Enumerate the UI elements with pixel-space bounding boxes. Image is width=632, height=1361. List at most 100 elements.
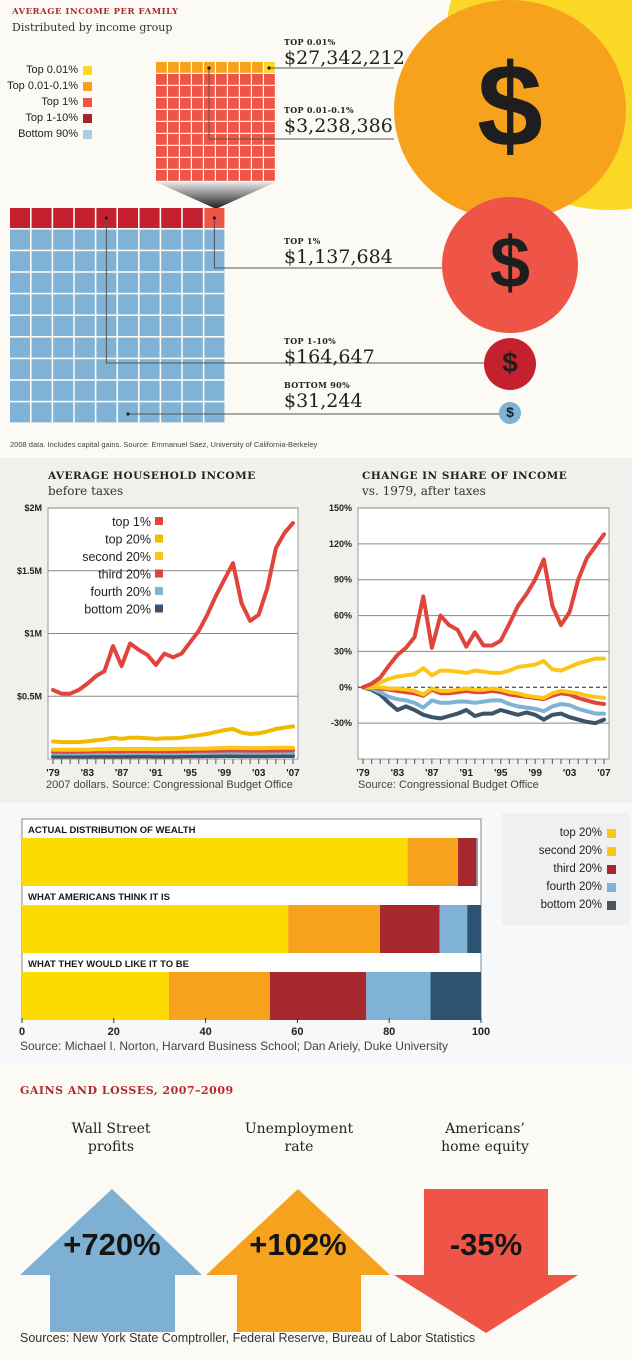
waffle-cell xyxy=(118,208,138,228)
group-kicker: TOP 1% xyxy=(284,236,321,246)
waffle-cell xyxy=(216,122,227,133)
metric-label: Americans’ home equity xyxy=(441,1121,529,1155)
waffle-cell xyxy=(252,110,263,121)
waffle-cell xyxy=(10,294,30,315)
income-legend: Top 0.01% Top 0.01-0.1% Top 1% Top 1-10%… xyxy=(0,64,92,144)
x-tick-label: 0 xyxy=(19,1026,25,1038)
waffle-cell xyxy=(204,337,225,358)
waffle-cell xyxy=(74,294,95,315)
waffle-cell xyxy=(74,229,95,250)
x-tick-label: '91 xyxy=(149,768,163,779)
waffle-cell xyxy=(156,170,167,181)
legend-label: fourth 20% xyxy=(546,881,602,893)
legend-swatch xyxy=(155,604,163,613)
top-1-circle: $ xyxy=(442,197,578,333)
waffle-cell xyxy=(156,122,167,133)
y-tick-label: 0% xyxy=(339,682,352,692)
waffle-cell xyxy=(10,316,30,336)
legend-label: top 20% xyxy=(105,533,151,547)
waffle-cell xyxy=(182,208,203,228)
legend-swatch xyxy=(83,81,92,91)
legend-item: top 20% xyxy=(560,827,616,839)
waffle-cell xyxy=(161,337,182,358)
category-label: WHAT AMERICANS THINK IT IS xyxy=(28,892,170,903)
waffle-cell xyxy=(118,402,138,423)
y-tick-label: -30% xyxy=(331,718,352,728)
legend-label: third 20% xyxy=(553,863,602,875)
waffle-cell xyxy=(118,272,138,293)
income-per-family-panel: $ $ $ $ AVERAGE INCOME PER FAMILY Distri… xyxy=(0,0,632,458)
legend-swatch xyxy=(607,900,616,910)
group-label-top-1-10: TOP 1-10% $164,647 xyxy=(284,336,375,368)
waffle-grids xyxy=(10,62,499,423)
waffle-cell xyxy=(192,122,203,133)
waffle-cell xyxy=(240,98,251,109)
waffle-cell xyxy=(204,158,215,169)
chart3-caption: Source: Michael I. Norton, Harvard Busin… xyxy=(20,1039,448,1053)
waffle-cell xyxy=(139,208,160,228)
legend-item: Top 1-10% xyxy=(25,112,92,124)
waffle-cell xyxy=(180,158,191,169)
waffle-cell xyxy=(168,170,179,181)
legend-swatch xyxy=(155,517,163,525)
chart2-caption: Source: Congressional Budget Office xyxy=(358,779,539,791)
legend-swatch xyxy=(607,864,616,874)
legend-swatch xyxy=(83,113,92,123)
waffle-cell xyxy=(240,74,251,85)
y-tick-label: 30% xyxy=(334,646,352,656)
top-001-01-circle: $ xyxy=(394,0,626,220)
waffle-cell xyxy=(240,62,251,73)
plot-area xyxy=(357,507,610,760)
waffle-cell xyxy=(156,86,167,97)
waffle-cell xyxy=(192,134,203,145)
x-tick-label: '99 xyxy=(218,768,232,779)
waffle-cell xyxy=(168,158,179,169)
waffle-cell xyxy=(252,86,263,97)
waffle-cell xyxy=(204,146,215,157)
legend-item: third 20% xyxy=(553,863,616,875)
section4-caption: Sources: New York State Comptroller, Fed… xyxy=(20,1331,476,1345)
waffle-cell xyxy=(216,62,227,73)
series-line-top-1- xyxy=(361,532,606,690)
series-line-second-20- xyxy=(51,745,295,752)
legend-item: Top 0.01-0.1% xyxy=(7,80,92,92)
x-tick-label: '03 xyxy=(563,768,577,779)
legend-swatch xyxy=(155,569,163,578)
bar-segment xyxy=(380,905,440,953)
waffle-cell xyxy=(182,229,203,250)
legend-swatch xyxy=(607,828,616,838)
chart1-title: AVERAGE HOUSEHOLD INCOME xyxy=(48,470,256,482)
waffle-cell xyxy=(168,62,179,73)
x-tick-label: 60 xyxy=(291,1026,303,1038)
waffle-cell xyxy=(156,74,167,85)
up-arrow-icon xyxy=(206,1189,390,1332)
x-tick-label: '87 xyxy=(115,768,129,779)
waffle-cell xyxy=(228,98,239,109)
waffle-cell xyxy=(53,251,74,272)
waffle-cell xyxy=(10,251,30,272)
waffle-cell xyxy=(53,316,74,336)
section-title: AVERAGE INCOME PER FAMILY xyxy=(12,7,179,17)
waffle-cell xyxy=(264,170,275,181)
waffle-cell xyxy=(156,62,167,73)
section-subtitle: Distributed by income group xyxy=(12,21,173,34)
waffle-cell xyxy=(118,294,138,315)
waffle-cell xyxy=(228,86,239,97)
waffle-cell xyxy=(31,337,52,358)
down-arrow-icon xyxy=(394,1189,578,1333)
x-tick-label: '07 xyxy=(286,768,300,779)
arrows: +720% +102% -35% xyxy=(20,1189,578,1333)
chart1-subtitle: before taxes xyxy=(48,484,124,498)
waffle-cell xyxy=(168,122,179,133)
waffle-cell xyxy=(74,380,95,401)
waffle-cell xyxy=(204,316,225,336)
x-tick-label: '79 xyxy=(46,768,60,779)
chart1-caption: 2007 dollars. Source: Congressional Budg… xyxy=(46,779,293,791)
waffle-cell xyxy=(10,380,30,401)
y-tick-label: $1.5M xyxy=(17,566,42,576)
waffle-cell xyxy=(53,294,74,315)
connector-dot xyxy=(207,66,211,70)
waffle-cell xyxy=(156,146,167,157)
waffle-cell xyxy=(31,316,52,336)
legend-swatch xyxy=(155,552,163,560)
